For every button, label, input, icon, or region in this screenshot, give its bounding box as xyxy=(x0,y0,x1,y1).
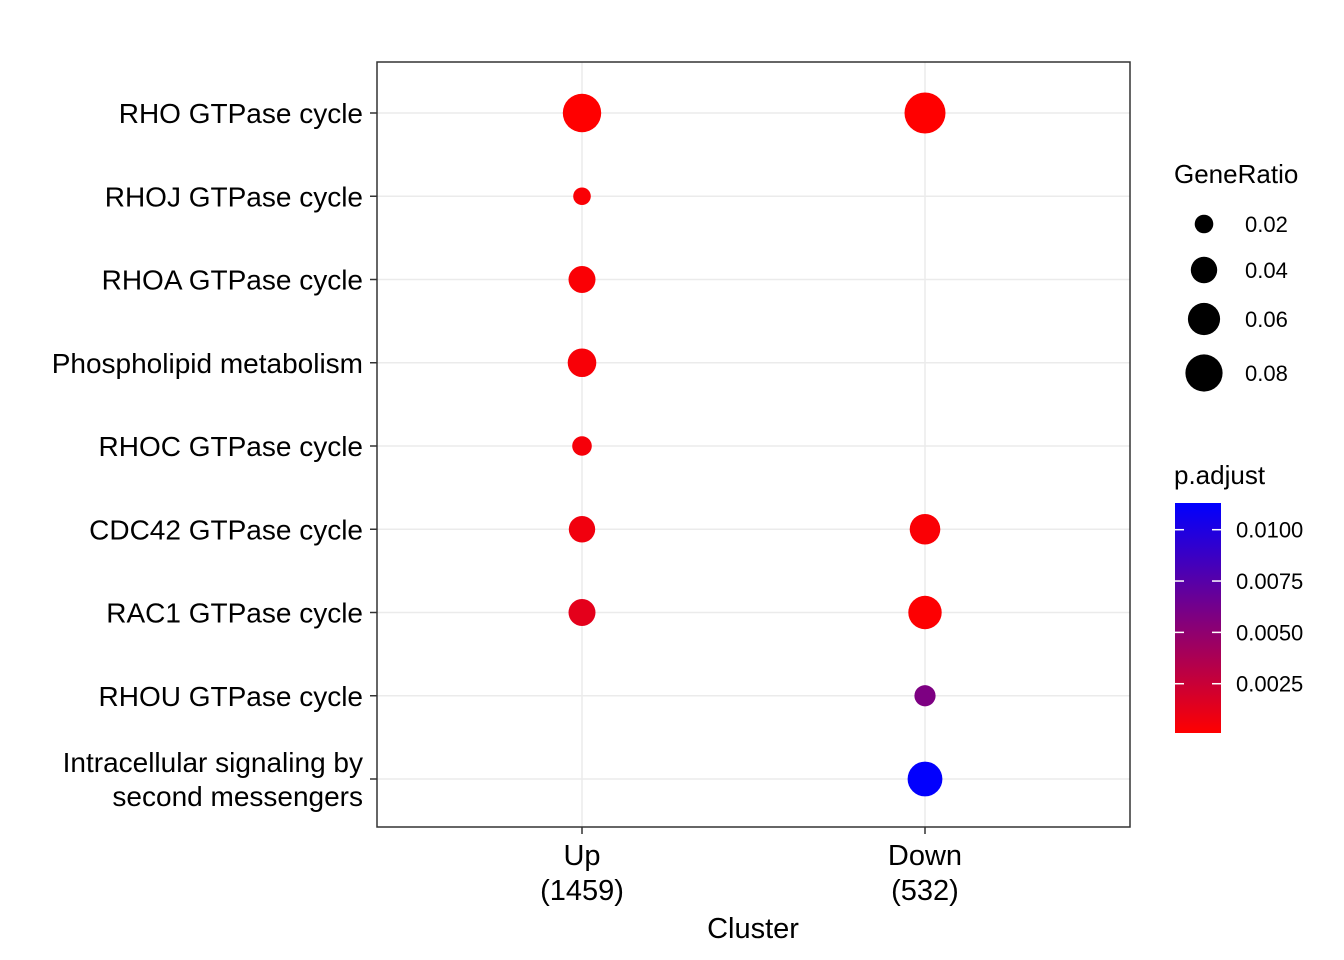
y-axis: RHO GTPase cycle RHOJ GTPase cycle RHOA GT… xyxy=(52,98,377,812)
color-bar xyxy=(1175,503,1221,733)
plot-panel-border xyxy=(376,61,1131,828)
y-tick-label: CDC42 GTPase cycle xyxy=(89,514,363,545)
data-point xyxy=(568,599,596,626)
size-legend-key xyxy=(1190,256,1218,284)
size-legend-key xyxy=(1194,214,1214,234)
size-legend-key xyxy=(1187,302,1221,336)
color-legend-label: 0.0050 xyxy=(1236,620,1303,645)
data-point xyxy=(908,595,942,630)
data-point xyxy=(907,761,943,797)
data-point xyxy=(914,685,936,707)
data-point xyxy=(572,436,592,456)
size-legend-label: 0.08 xyxy=(1245,361,1288,386)
size-legend-key xyxy=(1185,354,1223,392)
y-tick-label: RHOU GTPase cycle xyxy=(99,681,364,712)
color-legend-label: 0.0075 xyxy=(1236,569,1303,594)
size-legend-label: 0.04 xyxy=(1245,258,1288,283)
y-tick-label: RAC1 GTPase cycle xyxy=(106,598,363,629)
data-point xyxy=(567,348,597,378)
y-tick-label: RHOJ GTPase cycle xyxy=(105,181,363,212)
data-point xyxy=(904,92,946,134)
size-legend-label: 0.06 xyxy=(1245,307,1288,332)
color-legend: p.adjust 0.0025 0.0050 0.0075 0.0100 xyxy=(1174,460,1303,733)
x-tick-label: Up (1459) xyxy=(540,840,624,907)
color-legend-label: 0.0100 xyxy=(1236,518,1303,543)
size-legend-label: 0.02 xyxy=(1245,212,1288,237)
data-points xyxy=(562,92,946,797)
size-legend: GeneRatio 0.02 0.04 0.06 0.08 xyxy=(1174,159,1298,392)
x-tick-label: Down (532) xyxy=(888,840,962,907)
data-point xyxy=(909,513,941,545)
y-tick-label: Intracellular signaling by second messeng… xyxy=(63,747,363,812)
y-tick-label: RHOA GTPase cycle xyxy=(102,265,363,296)
x-axis: Up (1459) Down (532) xyxy=(540,827,962,907)
color-legend-label: 0.0025 xyxy=(1236,672,1303,697)
data-point xyxy=(573,187,591,206)
y-tick-label: RHOC GTPase cycle xyxy=(99,431,364,462)
x-axis-title: Cluster xyxy=(707,913,799,945)
data-point xyxy=(568,516,596,543)
grid-lines xyxy=(377,62,1130,827)
y-tick-label: RHO GTPase cycle xyxy=(119,98,363,129)
size-legend-title: GeneRatio xyxy=(1174,159,1298,189)
y-tick-label: Phospholipid metabolism xyxy=(52,348,363,379)
color-legend-title: p.adjust xyxy=(1174,460,1266,490)
data-point xyxy=(568,266,596,293)
data-point xyxy=(562,93,602,133)
